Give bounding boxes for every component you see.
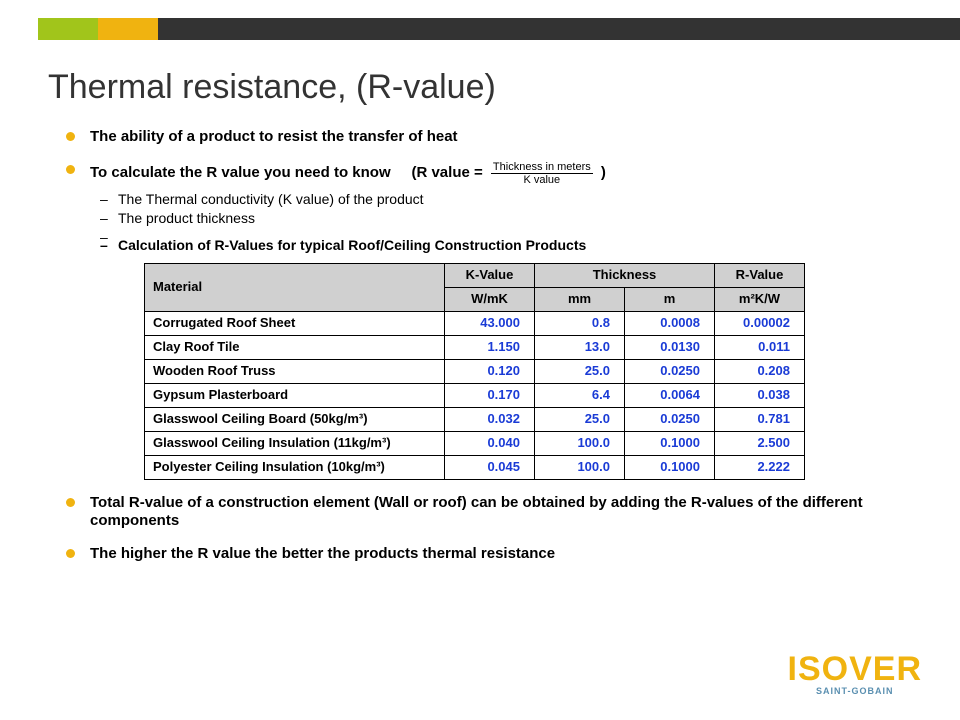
cell-r: 0.011	[715, 335, 805, 359]
col-thickness: Thickness	[535, 263, 715, 287]
bullet-4-text: The higher the R value the better the pr…	[90, 545, 555, 562]
cell-m: 0.0130	[625, 335, 715, 359]
cell-r: 0.038	[715, 383, 805, 407]
table-header-row-1: Material K-Value Thickness R-Value	[145, 263, 805, 287]
logo-brand: ISOVER	[788, 654, 922, 685]
cell-mm: 25.0	[535, 359, 625, 383]
brand-logo: ISOVER SAINT-GOBAIN	[788, 654, 922, 696]
page-title: Thermal resistance, (R-value)	[48, 68, 496, 107]
col-thickness-mm: mm	[535, 287, 625, 311]
bullet-2-sub-1: The Thermal conductivity (K value) of th…	[90, 190, 904, 209]
formula-denominator: K value	[491, 174, 593, 186]
rvalue-table-wrap: Material K-Value Thickness R-Value W/mK …	[144, 263, 904, 480]
bar-seg-1	[0, 18, 38, 40]
table-row: Clay Roof Tile1.15013.00.01300.011	[145, 335, 805, 359]
table-row: Gypsum Plasterboard0.1706.40.00640.038	[145, 383, 805, 407]
col-kvalue-unit: W/mK	[445, 287, 535, 311]
cell-material: Glasswool Ceiling Board (50kg/m³)	[145, 407, 445, 431]
cell-mm: 6.4	[535, 383, 625, 407]
cell-m: 0.0064	[625, 383, 715, 407]
cell-m: 0.1000	[625, 431, 715, 455]
cell-k: 0.170	[445, 383, 535, 407]
formula-lead: (R value =	[411, 164, 482, 181]
cell-mm: 25.0	[535, 407, 625, 431]
cell-m: 0.1000	[625, 455, 715, 479]
col-kvalue: K-Value	[445, 263, 535, 287]
bullet-1-text: The ability of a product to resist the t…	[90, 128, 458, 145]
table-row: Corrugated Roof Sheet43.0000.80.00080.00…	[145, 311, 805, 335]
formula-tail: )	[601, 164, 606, 181]
cell-k: 0.120	[445, 359, 535, 383]
spacer	[90, 228, 904, 236]
cell-mm: 100.0	[535, 431, 625, 455]
cell-material: Wooden Roof Truss	[145, 359, 445, 383]
rvalue-table: Material K-Value Thickness R-Value W/mK …	[144, 263, 805, 480]
cell-k: 1.150	[445, 335, 535, 359]
bullet-2-prefix: To calculate the R value you need to kno…	[90, 164, 391, 181]
header-bar	[0, 18, 960, 40]
cell-r: 0.00002	[715, 311, 805, 335]
formula-numerator: Thickness in meters	[491, 161, 593, 174]
table-row: Polyester Ceiling Insulation (10kg/m³)0.…	[145, 455, 805, 479]
formula-fraction: Thickness in meters K value	[487, 161, 597, 186]
cell-m: 0.0250	[625, 359, 715, 383]
bar-seg-3	[98, 18, 158, 40]
bullet-2-sub-2: The product thickness	[90, 209, 904, 228]
table-row: Glasswool Ceiling Board (50kg/m³)0.03225…	[145, 407, 805, 431]
bullet-2-sublist: The Thermal conductivity (K value) of th…	[90, 190, 904, 255]
cell-r: 0.781	[715, 407, 805, 431]
cell-material: Glasswool Ceiling Insulation (11kg/m³)	[145, 431, 445, 455]
bullet-1: The ability of a product to resist the t…	[64, 128, 904, 147]
bullet-2: To calculate the R value you need to kno…	[64, 161, 904, 480]
bar-seg-2	[38, 18, 98, 40]
col-material: Material	[145, 263, 445, 311]
cell-r: 2.222	[715, 455, 805, 479]
cell-m: 0.0250	[625, 407, 715, 431]
table-row: Glasswool Ceiling Insulation (11kg/m³)0.…	[145, 431, 805, 455]
cell-mm: 0.8	[535, 311, 625, 335]
cell-k: 43.000	[445, 311, 535, 335]
bullet-2-sub-3: Calculation of R-Values for typical Roof…	[90, 236, 904, 255]
content-area: The ability of a product to resist the t…	[64, 128, 904, 578]
bullet-3-text: Total R-value of a construction element …	[90, 494, 863, 530]
col-thickness-m: m	[625, 287, 715, 311]
col-rvalue-unit: m²K/W	[715, 287, 805, 311]
bullet-3: Total R-value of a construction element …	[64, 494, 904, 532]
bar-seg-4	[158, 18, 960, 40]
cell-k: 0.045	[445, 455, 535, 479]
bullet-list: The ability of a product to resist the t…	[64, 128, 904, 564]
bullet-4: The higher the R value the better the pr…	[64, 545, 904, 564]
cell-k: 0.032	[445, 407, 535, 431]
cell-material: Polyester Ceiling Insulation (10kg/m³)	[145, 455, 445, 479]
table-row: Wooden Roof Truss0.12025.00.02500.208	[145, 359, 805, 383]
cell-mm: 13.0	[535, 335, 625, 359]
cell-mm: 100.0	[535, 455, 625, 479]
table-body: Corrugated Roof Sheet43.0000.80.00080.00…	[145, 311, 805, 479]
cell-r: 2.500	[715, 431, 805, 455]
cell-material: Gypsum Plasterboard	[145, 383, 445, 407]
cell-k: 0.040	[445, 431, 535, 455]
cell-material: Clay Roof Tile	[145, 335, 445, 359]
cell-m: 0.0008	[625, 311, 715, 335]
cell-material: Corrugated Roof Sheet	[145, 311, 445, 335]
col-rvalue: R-Value	[715, 263, 805, 287]
cell-r: 0.208	[715, 359, 805, 383]
